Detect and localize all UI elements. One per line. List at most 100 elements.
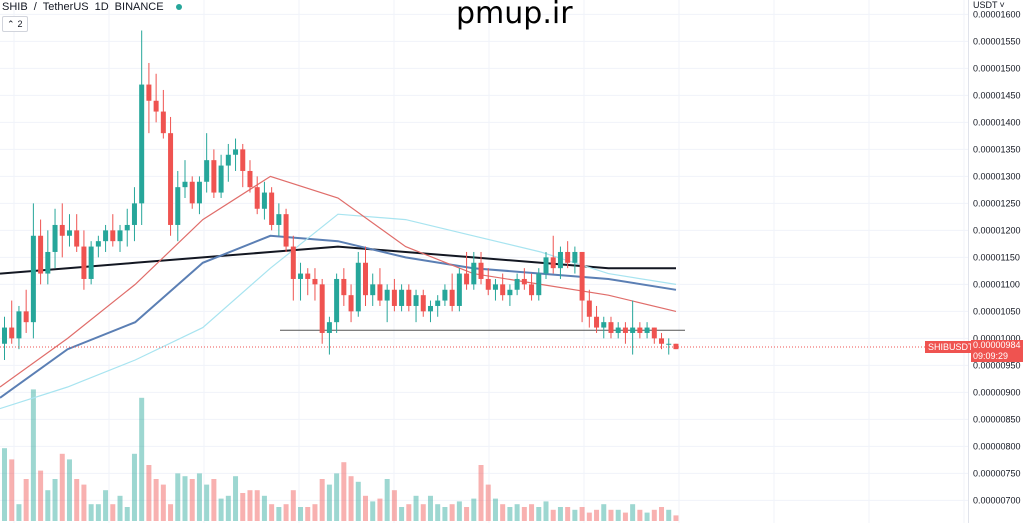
candle-body	[95, 241, 101, 247]
candle-body	[630, 327, 636, 333]
volume-bar	[225, 495, 231, 521]
candle-body	[550, 257, 556, 269]
currency-selector[interactable]: USDT ˅	[973, 0, 1005, 10]
candle-body	[363, 262, 368, 296]
volume-bar	[276, 507, 282, 521]
candle-body	[124, 224, 130, 231]
volume-bar	[139, 397, 145, 521]
volume-bar	[124, 507, 130, 521]
volume-bar	[66, 459, 72, 521]
volume-bar	[283, 504, 289, 521]
candle-body	[66, 230, 72, 236]
volume-bar	[608, 509, 614, 521]
moving-average-line	[0, 175, 677, 388]
volume-bar	[189, 479, 195, 521]
price-axis-tick-label: 0.00000800	[973, 441, 1021, 451]
candle-body	[233, 149, 239, 155]
volume-bar	[45, 490, 51, 521]
volume-bar	[442, 507, 448, 521]
volume-bar	[88, 504, 94, 521]
candle-body	[269, 192, 275, 225]
volume-bar	[326, 484, 332, 521]
volume-bar	[449, 504, 455, 521]
volume-bar	[319, 479, 325, 521]
indicators-toggle[interactable]: ⌃ 2	[2, 16, 28, 32]
candle-body	[500, 284, 506, 296]
volume-bar	[74, 479, 80, 521]
volume-bar	[500, 504, 506, 521]
volume-bar	[117, 495, 123, 521]
volume-bar	[435, 504, 441, 521]
volume-bar	[507, 507, 513, 521]
volume-bar	[586, 512, 592, 521]
volume-bar	[182, 476, 188, 521]
candle-body	[103, 230, 109, 242]
price-axis-tick-label: 0.00001250	[973, 198, 1021, 208]
candle-body	[211, 160, 217, 193]
volume-bar	[377, 498, 383, 521]
candle-body	[175, 187, 181, 225]
volume-bar	[290, 490, 296, 521]
candle-body	[218, 165, 224, 193]
volume-bar	[2, 448, 7, 521]
candle-body	[153, 100, 159, 112]
candle-body	[189, 181, 195, 204]
candle-body	[16, 311, 22, 339]
candle-body	[413, 295, 419, 306]
price-axis-tick-label: 0.00001100	[973, 279, 1020, 289]
volume-bar	[456, 501, 462, 521]
candle-body	[637, 327, 643, 333]
symbol-name[interactable]: SHIB	[2, 1, 28, 13]
volume-bar	[492, 498, 498, 521]
last-price-tag: 0.00000984 09:09:29	[971, 340, 1023, 362]
candle-body	[52, 224, 58, 252]
volume-bar	[298, 507, 304, 521]
candle-body	[2, 327, 7, 344]
volume-bar	[659, 507, 665, 521]
candle-body	[30, 235, 36, 323]
volume-bar	[233, 476, 239, 521]
volume-bar	[254, 490, 260, 521]
volume-bar	[391, 490, 397, 521]
volume-bar	[406, 504, 412, 521]
candle-body	[370, 284, 376, 296]
interval-label[interactable]: 1D	[94, 1, 109, 13]
candle-body	[565, 251, 571, 263]
volume-bar	[514, 504, 520, 521]
watermark: pmup.ir	[456, 0, 573, 31]
price-axis-tick-label: 0.00001500	[973, 63, 1021, 73]
quote-name: TetherUS	[42, 1, 89, 13]
volume-bar	[427, 495, 433, 521]
price-axis-tick-label: 0.00001400	[973, 117, 1021, 127]
candle-body	[196, 181, 202, 204]
volume-bar	[59, 453, 65, 521]
volume-bar	[146, 465, 152, 521]
candle-body	[334, 278, 340, 323]
price-axis-tick-label: 0.00000900	[973, 387, 1021, 397]
candle-body	[420, 295, 426, 312]
candle-body	[673, 343, 679, 350]
price-axis-tick-label: 0.00001450	[973, 90, 1021, 100]
price-axis-tick-label: 0.00001000	[973, 333, 1021, 343]
volume-bar	[420, 504, 426, 521]
volume-bar	[103, 490, 109, 521]
volume-bar	[261, 495, 267, 521]
volume-bar	[175, 473, 181, 521]
volume-bar	[312, 504, 318, 521]
symbol-separator: /	[33, 1, 37, 13]
last-price-value: 0.00000984	[973, 340, 1021, 350]
candle-body	[478, 262, 484, 279]
candle-body	[399, 289, 405, 306]
candle-body	[557, 251, 563, 269]
candle-body	[298, 273, 304, 279]
volume-bar	[485, 484, 491, 521]
currency-label: USDT	[973, 0, 998, 10]
candle-body	[240, 149, 246, 171]
candle-body	[38, 235, 44, 274]
candle-body	[348, 295, 354, 312]
volume-bar	[110, 504, 116, 521]
candle-body	[283, 214, 289, 247]
volume-bar	[95, 504, 101, 521]
candle-body	[521, 278, 527, 285]
